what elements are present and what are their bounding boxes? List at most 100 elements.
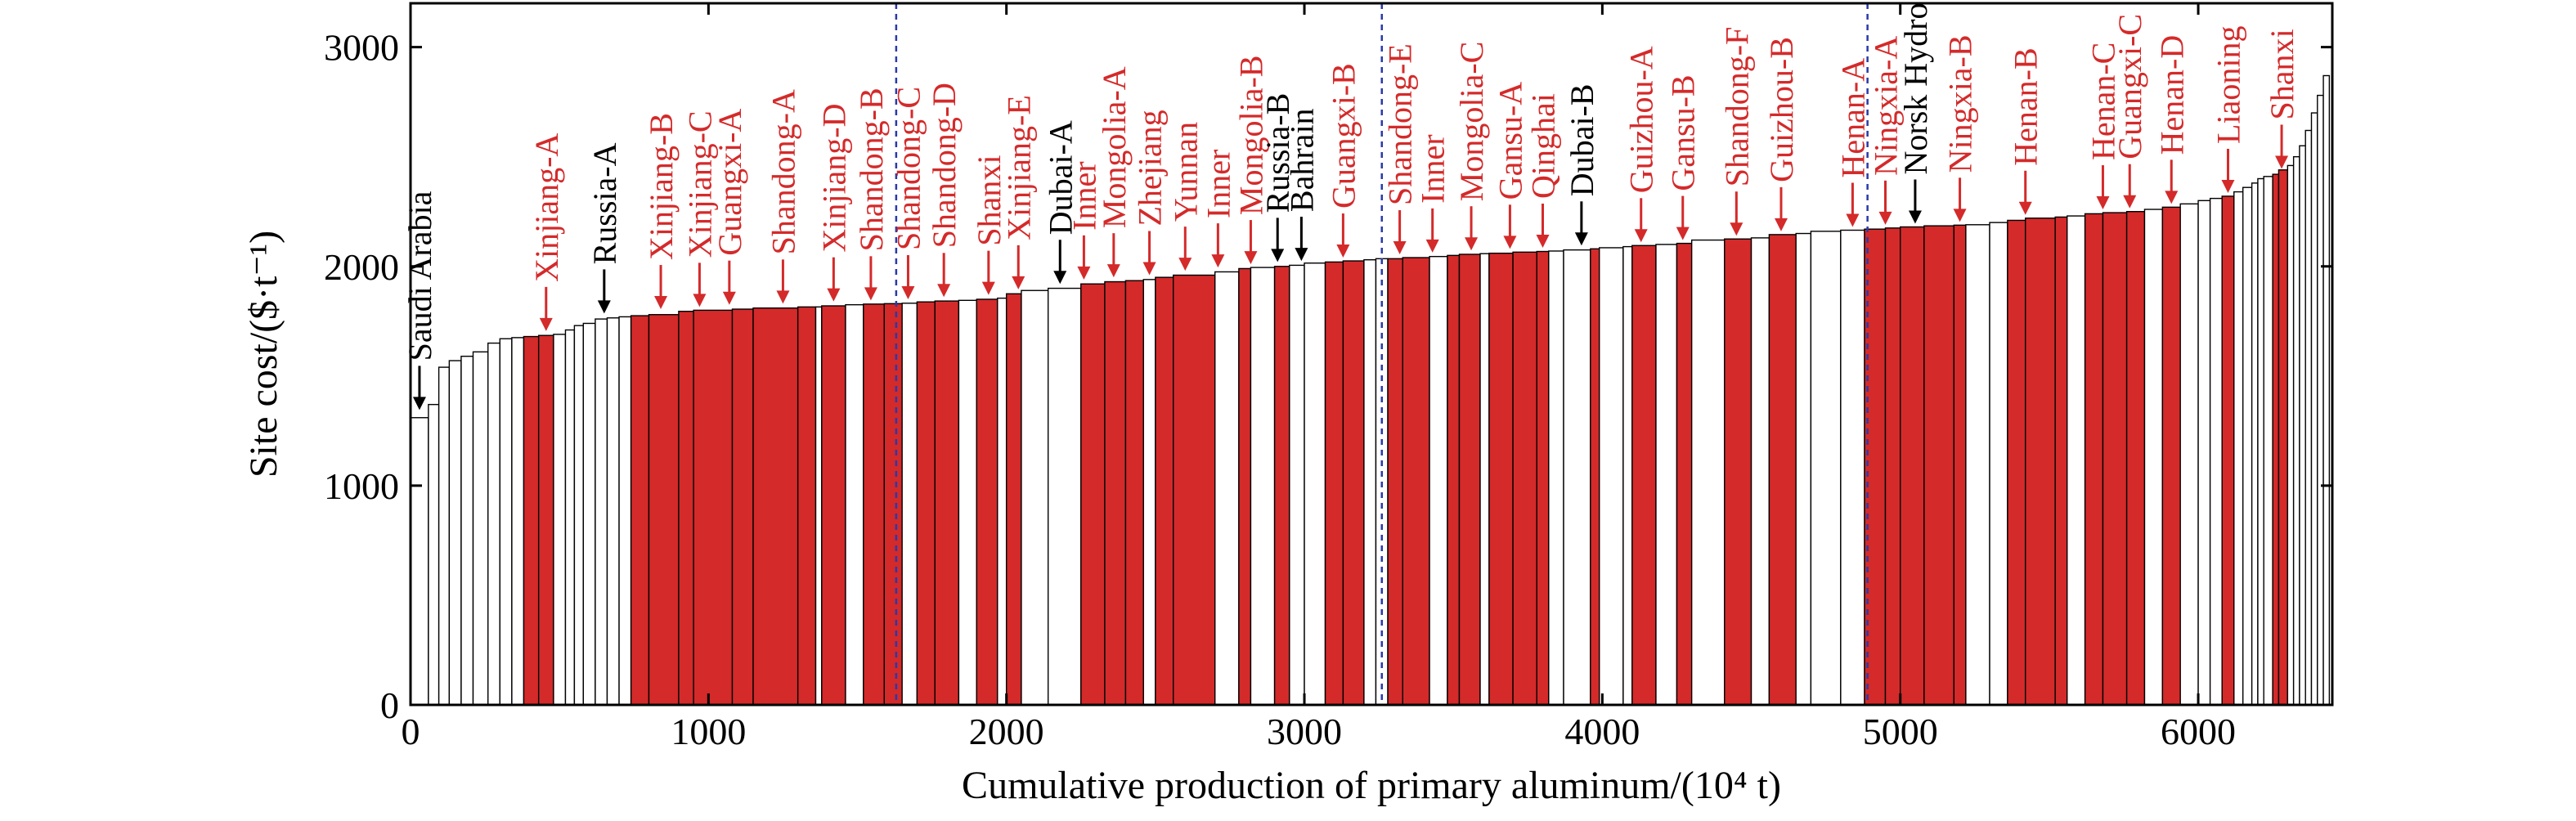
guide-lines	[895, 3, 1869, 705]
x-tick-label: 5000	[1863, 711, 1938, 752]
cost-bar	[2278, 169, 2289, 706]
cost-bar	[863, 303, 886, 706]
cost-bar	[2322, 74, 2331, 706]
annotation-arrow-head	[1295, 248, 1308, 262]
cost-bar	[2251, 182, 2259, 706]
cost-bar	[1690, 239, 1726, 706]
cost-bar	[1124, 280, 1144, 706]
x-axis-label: Cumulative production of primary aluminu…	[962, 764, 1781, 807]
cost-bar	[2263, 176, 2273, 706]
x-tick-label: 1000	[671, 711, 746, 752]
annotation-arrow-head	[981, 281, 995, 295]
cost-bar	[821, 305, 846, 706]
cost-bar	[428, 403, 440, 706]
cost-bar	[1447, 254, 1461, 706]
annotation: Henan-B	[2008, 47, 2044, 215]
cost-bar	[606, 317, 620, 706]
cost-bar	[2125, 211, 2146, 706]
cost-bar	[460, 355, 474, 706]
annotation-arrow-head	[1953, 209, 1967, 222]
annotation-arrow-head	[1503, 236, 1517, 249]
annotation: Xinjiang-C	[681, 110, 718, 307]
cost-bar	[976, 298, 999, 706]
annotation-label: Guizhou-B	[1763, 37, 1800, 182]
cost-bar	[2299, 145, 2306, 706]
cost-bar	[595, 318, 608, 706]
annotation-label: Inner	[1200, 150, 1236, 218]
annotation-label: Shanxi	[971, 155, 1008, 246]
annotation: Qinghai	[1524, 93, 1561, 248]
annotation-label: Shandong-B	[853, 87, 890, 251]
cost-bar	[1363, 259, 1377, 706]
annotation: Yunnan	[1167, 122, 1204, 271]
annotation: Shandong-B	[853, 87, 890, 301]
cost-bar	[2242, 186, 2253, 706]
cost-bar	[1795, 232, 1812, 706]
cost-bar	[1238, 267, 1252, 706]
annotation: Guangxi-C	[2112, 14, 2148, 209]
cost-bar	[2007, 219, 2026, 706]
cost-bar	[2233, 191, 2244, 706]
cost-bar	[1402, 257, 1430, 706]
annotation-arrow-head	[2221, 179, 2235, 193]
cost-bar	[752, 307, 799, 706]
annotation-arrow-head	[1425, 239, 1439, 253]
cost-bar	[1289, 264, 1305, 706]
annotation-arrow-head	[2096, 196, 2110, 210]
cost-bar	[1512, 251, 1537, 706]
annotation-label: Dubai-B	[1564, 84, 1600, 197]
cost-bar	[2025, 218, 2056, 706]
cost-bar	[564, 329, 576, 706]
annotation-label: Liaoning	[2210, 26, 2246, 144]
annotation-label: Dubai-A	[1042, 120, 1079, 235]
annotation: Shandong-F	[1718, 27, 1755, 236]
annotation: Guizhou-B	[1763, 37, 1800, 231]
cost-bar	[2102, 212, 2128, 706]
y-tick-label: 1000	[324, 465, 399, 507]
annotation-arrow-head	[1336, 245, 1350, 258]
annotation: Gansu-B	[1665, 74, 1702, 240]
cost-bar	[1458, 253, 1481, 706]
annotation-arrow-head	[1077, 266, 1091, 280]
annotation-arrow-head	[2123, 195, 2137, 209]
cost-bar	[2272, 173, 2280, 706]
cost-bar	[1155, 276, 1174, 706]
cost-bar	[1631, 245, 1657, 706]
annotation-label: Guangxi-C	[2112, 14, 2148, 159]
annotation-arrow-head	[597, 300, 611, 314]
annotation-arrow-head	[1393, 241, 1407, 255]
annotation: Guizhou-A	[1623, 46, 1660, 243]
annotation-label: Xinjiang-A	[528, 133, 565, 282]
annotation: Russia-A	[586, 142, 623, 314]
cost-bar	[1884, 227, 1901, 706]
annotation: Mongolia-A	[1096, 66, 1133, 278]
annotation: Shandong-A	[765, 89, 801, 304]
annotation-arrow-head	[1908, 210, 1922, 224]
annotation-label: Xinjiang-B	[643, 113, 680, 260]
annotation-arrow-head	[1178, 258, 1192, 271]
annotation-label: Bahrain	[1283, 108, 1320, 212]
annotation-label: Inner	[1415, 134, 1452, 203]
cost-bar	[1900, 226, 1925, 706]
cost-bar	[883, 303, 903, 706]
cost-bar	[1840, 229, 1865, 706]
annotation: Mongolia-B	[1232, 56, 1269, 265]
annotation-arrow-head	[827, 288, 841, 302]
annotation-arrow-head	[1465, 237, 1479, 251]
annotation: Shandong-D	[926, 83, 963, 298]
annotation-label: Xinjiang-C	[681, 110, 718, 258]
cost-bar	[2161, 206, 2181, 706]
bars-layer	[410, 74, 2331, 706]
annotation: Inner	[1066, 161, 1102, 280]
cost-bar	[845, 303, 864, 706]
annotation-arrow-head	[2165, 191, 2179, 204]
cost-bar	[2067, 215, 2086, 706]
annotation-arrow-head	[864, 287, 877, 301]
cost-bar	[1953, 224, 1967, 706]
cost-bar	[2304, 129, 2313, 706]
cost-bar	[1104, 280, 1127, 706]
annotation-arrow-head	[901, 285, 915, 299]
annotations-layer: Saudi Arabia Xinjiang-A Russia-A Xinjiang-B…	[402, 3, 2300, 410]
annotation-arrow-head	[1634, 229, 1648, 243]
